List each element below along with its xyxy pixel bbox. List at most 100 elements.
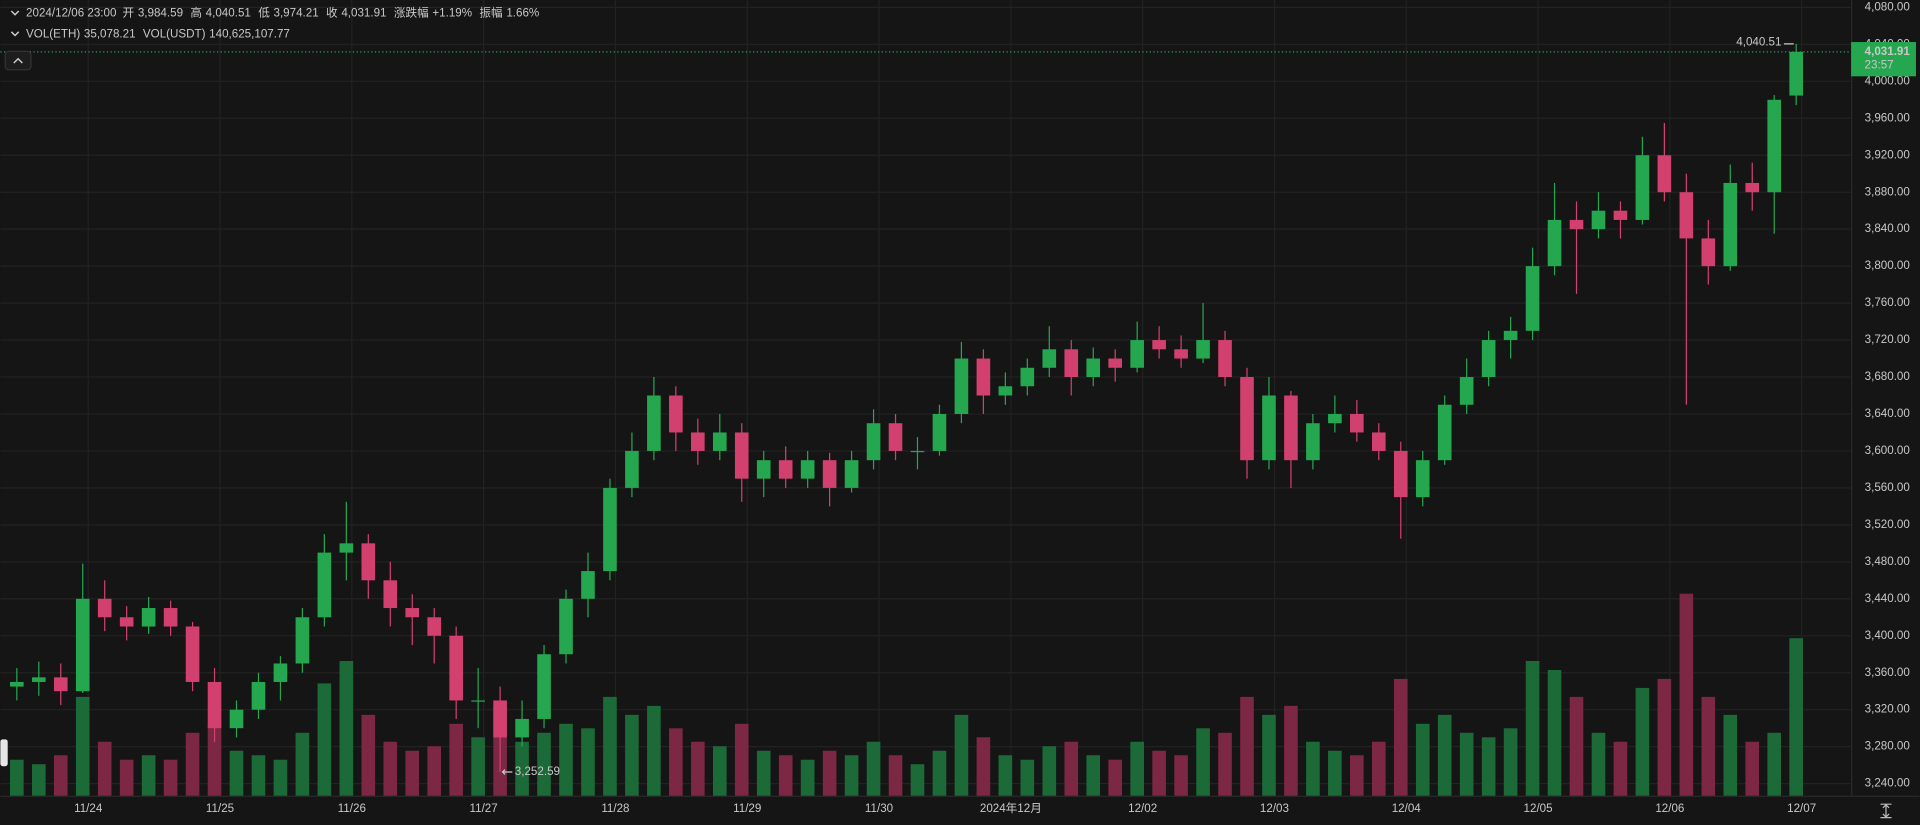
candle-body [1108, 358, 1123, 368]
y-tick-label: 3,280.00 [1865, 740, 1910, 753]
candle-body [1459, 377, 1474, 405]
candle-body [427, 617, 442, 636]
candle-body [669, 395, 683, 433]
volume-bar [75, 696, 90, 796]
legend-text: 开 [123, 7, 135, 20]
y-tick-label: 3,960.00 [1865, 111, 1910, 124]
candle-body [954, 358, 969, 414]
x-tick-label: 11/29 [733, 802, 761, 815]
volume-bar [932, 750, 947, 796]
candle-body [229, 709, 244, 729]
candle-body [1679, 192, 1694, 239]
candle-body [800, 460, 815, 479]
volume-bar [53, 755, 68, 796]
volume-bar [97, 741, 112, 796]
candle-body [1635, 155, 1650, 220]
candle-body [1789, 51, 1803, 96]
candle-body [1569, 219, 1584, 230]
candle-body [1130, 340, 1144, 368]
candle-body [537, 654, 551, 719]
candle-body [119, 617, 134, 627]
candle-body [449, 635, 463, 701]
volume-bar [229, 750, 244, 796]
legend-text: 3,974.21 [274, 7, 319, 20]
volume-bar [1393, 678, 1408, 796]
volume-bar [10, 759, 24, 796]
volume-bar [954, 714, 969, 796]
y-tick-label: 3,680.00 [1865, 370, 1910, 383]
candle-body [603, 487, 617, 572]
volume-bar [1503, 728, 1518, 796]
candle-body [493, 700, 507, 738]
candle-body [207, 681, 222, 729]
volume-bar [998, 755, 1013, 796]
volume-bar [295, 732, 310, 796]
volume-bar [273, 759, 288, 796]
y-tick-label: 3,920.00 [1865, 148, 1910, 161]
legend-text: VOL(USDT) [143, 27, 206, 40]
x-tick-label: 11/27 [470, 802, 498, 815]
volume-bar [317, 683, 332, 796]
y-tick-label: 3,240.00 [1865, 777, 1910, 790]
volume-bar [1306, 741, 1320, 796]
candle-body [361, 543, 376, 581]
volume-bar [1459, 732, 1474, 796]
volume-bar [910, 764, 925, 796]
candle-body [910, 450, 925, 453]
x-tick-label: 11/30 [865, 802, 893, 815]
candle-body [339, 543, 354, 553]
x-tick-label: 2024年12月 [980, 801, 1042, 815]
volume-bar [1262, 714, 1276, 796]
volume-bar [625, 714, 639, 796]
volume-bar [1196, 728, 1210, 796]
candle-body [1086, 358, 1101, 378]
candle-body [75, 598, 90, 692]
candle-body [31, 677, 46, 682]
volume-bar [691, 741, 705, 796]
volume-bar [207, 723, 222, 796]
y-tick-label: 3,640.00 [1865, 407, 1910, 420]
collapse-icon[interactable] [13, 57, 23, 64]
candle-body [1371, 432, 1386, 451]
drag-handle[interactable] [0, 739, 8, 767]
candle-body [976, 358, 991, 396]
volume-bar [734, 723, 749, 796]
volume-bar [1174, 755, 1188, 796]
candle-body [141, 608, 156, 627]
volume-bar [888, 755, 903, 796]
volume-bar [383, 741, 398, 796]
collapse-button[interactable] [4, 50, 32, 71]
candle-body [1547, 219, 1562, 267]
x-tick-label: 12/02 [1128, 802, 1157, 815]
candle-body [1174, 349, 1188, 359]
volume-bar [405, 750, 420, 796]
x-tick-label: 12/06 [1655, 802, 1684, 815]
candle-body [1240, 377, 1254, 461]
volume-bar [1701, 696, 1716, 796]
volume-bar [1789, 638, 1803, 796]
volume-bar [185, 732, 200, 796]
collapse-chevron[interactable] [10, 31, 20, 37]
candle-body [1196, 340, 1210, 359]
collapse-chevron[interactable] [10, 10, 20, 16]
scale-toggle[interactable] [1880, 803, 1892, 819]
y-tick-label: 4,080.00 [1865, 0, 1910, 13]
legend-text: 140,625,107.77 [209, 27, 290, 40]
candle-body [756, 460, 771, 479]
candle-body [97, 598, 112, 618]
volume-bar [1152, 750, 1166, 796]
countdown: 23:57 [1865, 58, 1894, 71]
volume-bar [31, 764, 46, 796]
volume-bar [844, 755, 859, 796]
candle-body [1064, 349, 1079, 378]
legend-text: 涨跌幅 [394, 6, 429, 20]
volume-bar [1657, 678, 1672, 796]
volume-bar [1240, 696, 1254, 796]
low-annotation: 3,252.59 [515, 765, 560, 778]
legend-text: 4,040.51 [206, 7, 251, 20]
y-tick-label: 3,400.00 [1865, 629, 1910, 642]
volume-bar [1042, 746, 1057, 796]
y-tick-label: 3,760.00 [1865, 296, 1910, 309]
